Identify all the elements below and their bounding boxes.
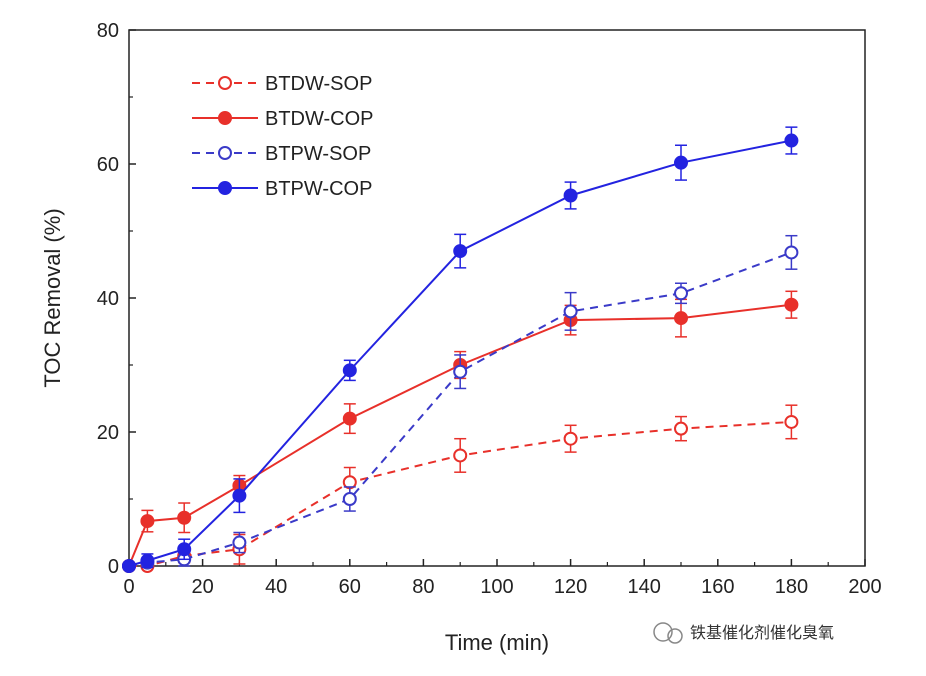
legend-label: BTDW-COP <box>265 108 374 130</box>
data-point <box>453 364 468 379</box>
x-tick-label: 20 <box>191 576 213 598</box>
data-point <box>563 188 578 203</box>
legend-item: BTDW-COP <box>192 108 374 130</box>
y-tick-label: 20 <box>97 422 119 444</box>
y-axis-label: TOC Removal (%) <box>40 208 65 387</box>
data-point <box>140 514 155 529</box>
data-point <box>232 535 247 550</box>
y-tick-label: 0 <box>108 556 119 578</box>
series-btdw-cop <box>122 290 799 573</box>
x-tick-label: 120 <box>554 576 587 598</box>
x-tick-label: 80 <box>412 576 434 598</box>
data-point <box>674 421 688 436</box>
data-point <box>177 542 192 557</box>
legend-label: BTPW-SOP <box>265 143 371 165</box>
legend-marker <box>218 111 232 125</box>
data-point <box>232 488 247 503</box>
legend-marker <box>218 76 232 90</box>
x-tick-label: 100 <box>480 576 513 598</box>
legend-marker <box>218 146 232 160</box>
data-point <box>784 297 799 312</box>
series-line <box>128 251 792 567</box>
series-line <box>128 303 792 567</box>
data-point <box>140 553 155 568</box>
data-point <box>563 431 578 446</box>
data-point <box>177 510 192 525</box>
data-point <box>674 155 688 170</box>
x-tick-label: 0 <box>123 576 134 598</box>
x-axis-label: Time (min) <box>445 630 549 655</box>
data-point <box>674 286 688 301</box>
y-tick-label: 80 <box>97 20 119 42</box>
legend-item: BTPW-COP <box>192 178 372 200</box>
x-tick-label: 180 <box>775 576 808 598</box>
data-point <box>453 244 468 259</box>
data-point <box>784 245 799 260</box>
series-btpw-sop <box>122 234 799 573</box>
legend-label: BTPW-COP <box>265 178 372 200</box>
y-tick-label: 60 <box>97 154 119 176</box>
data-point <box>563 304 578 319</box>
data-point <box>674 311 688 326</box>
watermark: 铁基催化剂催化臭氧 <box>653 622 834 644</box>
legend-label: BTDW-SOP <box>265 73 372 95</box>
x-tick-label: 200 <box>848 576 881 598</box>
data-point <box>342 411 357 426</box>
data-point <box>122 559 136 573</box>
y-tick-label: 40 <box>97 288 119 310</box>
data-point <box>342 492 357 506</box>
legend-item: BTPW-SOP <box>192 143 371 165</box>
data-point <box>453 448 468 463</box>
series-btpw-cop <box>122 126 799 573</box>
x-tick-label: 160 <box>701 576 734 598</box>
legend-marker <box>218 181 232 195</box>
legend-item: BTDW-SOP <box>192 73 372 95</box>
x-tick-label: 60 <box>339 576 361 598</box>
series-btdw-sop <box>122 404 799 573</box>
data-point <box>784 133 799 148</box>
x-tick-label: 140 <box>628 576 661 598</box>
data-point <box>342 363 357 378</box>
data-point <box>784 414 799 429</box>
x-tick-label: 40 <box>265 576 287 598</box>
svg-text:铁基催化剂催化臭氧: 铁基催化剂催化臭氧 <box>690 624 834 642</box>
